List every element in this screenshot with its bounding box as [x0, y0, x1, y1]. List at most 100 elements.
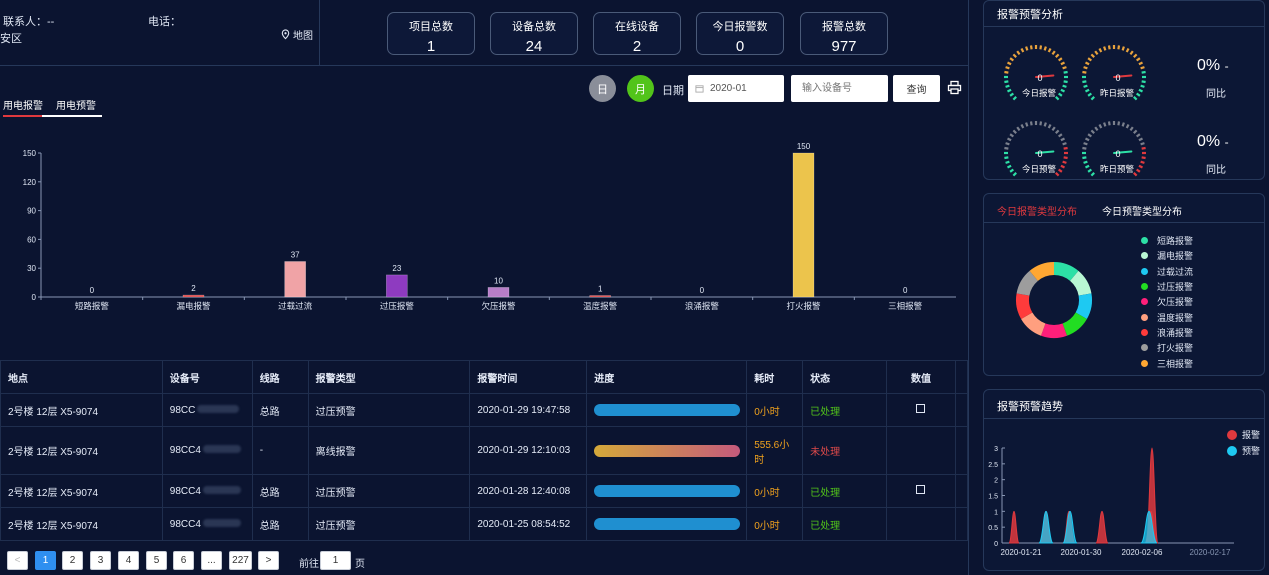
table-row[interactable]: 2号楼 12层 X5-9074 98CC 总路 过压预警 2020-01-29 …: [0, 393, 969, 427]
gauge-tick: [1136, 168, 1141, 173]
stat-value: 24: [525, 38, 543, 55]
gauge-tick: [1087, 168, 1092, 173]
legend-item[interactable]: 过载过流: [1141, 264, 1193, 279]
x-tick-label: 2020-01-30: [1061, 548, 1102, 557]
page-1-button[interactable]: 1: [35, 551, 56, 570]
page-6-button[interactable]: 6: [173, 551, 194, 570]
scroll-gutter: [954, 426, 969, 475]
gauge-needle: [1113, 74, 1133, 78]
table-row[interactable]: 2号楼 12层 X5-9074 98CC4 总路 过压预警 2020-01-25…: [0, 507, 969, 541]
bar-value-label: 1: [598, 285, 603, 294]
compare-label-2: 同比: [1206, 165, 1226, 176]
panel-title: 报警预警趋势: [997, 401, 1063, 413]
x-tick-label: 2020-02-06: [1122, 548, 1163, 557]
table-row[interactable]: 2号楼 12层 X5-9074 98CC4 总路 过压预警 2020-01-28…: [0, 474, 969, 508]
gauge-tick: [1084, 88, 1090, 93]
gauge-tick: [1043, 46, 1047, 51]
gauge-tick: [1136, 57, 1141, 62]
cell-progress: [586, 393, 748, 427]
trend-area: [1062, 510, 1078, 544]
print-icon[interactable]: [947, 80, 962, 95]
tab-warning[interactable]: 用电预警: [56, 101, 96, 112]
ratio-1: 0% -: [1197, 57, 1229, 75]
gauge-tick: [1012, 172, 1017, 177]
more-pages-button[interactable]: ...: [201, 551, 222, 570]
gauge-tick: [1087, 92, 1092, 97]
gauge-tick: [1006, 61, 1012, 66]
trend-chart: 0 0.5 1 1.5 2 2.5 3 2020-01-21 2020-01-30 2020-02…: [988, 446, 1234, 557]
page-5-button[interactable]: 5: [146, 551, 167, 570]
column-header: 数值: [886, 360, 956, 394]
legend-item[interactable]: 三相报警: [1141, 355, 1193, 370]
gauge-tick: [1138, 88, 1144, 93]
phone-label: 电话：: [148, 16, 181, 28]
gauge-value: 0: [1037, 73, 1042, 83]
cell-value: [886, 426, 956, 475]
x-tick-label: 打火报警: [786, 301, 821, 311]
gauge-tick: [1060, 88, 1066, 93]
map-link[interactable]: 地图: [280, 27, 313, 42]
cell-type: 过压预警: [307, 507, 471, 541]
legend-item[interactable]: 温度报警: [1141, 309, 1193, 324]
legend-item[interactable]: 漏电报警: [1141, 248, 1193, 263]
gauge-tick: [1063, 70, 1068, 74]
gauge-tick: [1004, 156, 1009, 160]
tab-today-warning-types[interactable]: 今日预警类型分布: [1102, 207, 1182, 218]
next-page-button[interactable]: >: [258, 551, 279, 570]
gauge-value: 0: [1115, 73, 1120, 83]
gauge-tick: [1047, 47, 1052, 53]
goto-page-input[interactable]: 1: [320, 551, 351, 570]
prev-page-button[interactable]: <: [7, 551, 28, 570]
y-tick-label: 2: [994, 478, 998, 485]
gauge-tick: [1009, 57, 1014, 62]
x-tick-label: 漏电报警: [176, 301, 211, 311]
gauge-tick: [1140, 66, 1145, 70]
donut-slice: [1054, 262, 1079, 281]
legend-label: 过载过流: [1157, 266, 1194, 277]
page-3-button[interactable]: 3: [90, 551, 111, 570]
legend-item[interactable]: 欠压报警: [1141, 294, 1193, 309]
tab-today-alarm-types[interactable]: 今日报警类型分布: [997, 207, 1077, 218]
external-link-icon[interactable]: [916, 485, 926, 494]
page-last-button[interactable]: 227: [229, 551, 252, 570]
gauge-tick: [1083, 142, 1088, 146]
ratio-2-value: 0%: [1197, 133, 1221, 150]
cell-time: 2020-01-25 08:54:52: [469, 507, 588, 541]
gauge-tick: [1012, 53, 1017, 58]
gauge-tick: [1138, 61, 1144, 66]
stats-bar: [320, 0, 968, 66]
progress-bar: [594, 518, 741, 530]
legend-item[interactable]: 短路报警: [1141, 233, 1193, 248]
donut-slice: [1021, 312, 1046, 336]
contact-label: 联系人：--: [3, 16, 55, 28]
gauge-tick: [1083, 84, 1088, 88]
ratio-1-value: 0%: [1197, 57, 1221, 74]
day-button[interactable]: 日: [589, 75, 616, 102]
legend-alarm[interactable]: 报警: [1227, 428, 1260, 441]
bar: [792, 152, 815, 298]
tab-warning-underline: [42, 115, 102, 117]
tab-alarm[interactable]: 用电报警: [3, 101, 43, 112]
y-tick-label: 2.5: [988, 462, 998, 469]
date-picker[interactable]: 2020-01: [688, 75, 784, 102]
bar-value-label: 0: [903, 286, 908, 295]
masked-text: [202, 518, 241, 527]
page-4-button[interactable]: 4: [118, 551, 139, 570]
legend-item[interactable]: 浪涌报警: [1141, 325, 1193, 340]
legend-item[interactable]: 过压报警: [1141, 279, 1193, 294]
query-button[interactable]: 查询: [893, 75, 940, 102]
legend-item[interactable]: 打火报警: [1141, 340, 1193, 355]
gauge-tick: [1005, 84, 1010, 88]
legend-warning-label: 预警: [1242, 446, 1261, 456]
month-button[interactable]: 月: [627, 75, 654, 102]
external-link-icon[interactable]: [916, 404, 926, 413]
device-search-input[interactable]: [791, 75, 888, 102]
legend-warning[interactable]: 预警: [1227, 444, 1260, 457]
column-header: 线路: [251, 360, 309, 394]
gauge-tick: [1107, 121, 1111, 126]
page-2-button[interactable]: 2: [62, 551, 83, 570]
cell-status: 已处理: [802, 393, 888, 427]
table-row[interactable]: 2号楼 12层 X5-9074 98CC4 - 离线报警 2020-01-29 …: [0, 426, 969, 475]
bar-value-label: 37: [291, 250, 300, 259]
legend-alarm-label: 报警: [1242, 430, 1261, 440]
